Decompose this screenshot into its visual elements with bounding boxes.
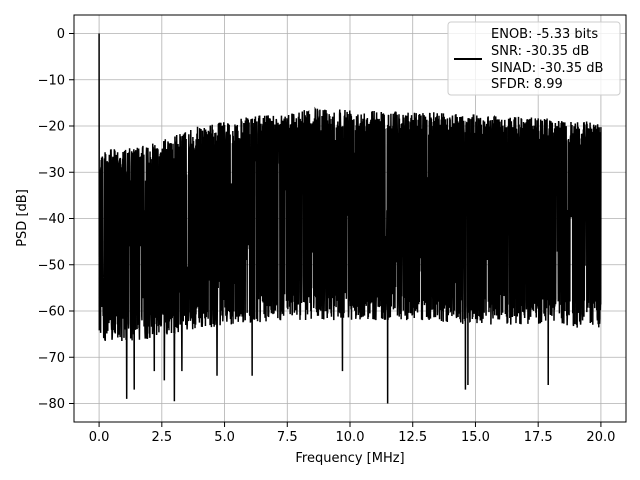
legend-snr: SNR: -30.35 dB	[491, 44, 589, 59]
x-tick-label: 2.5	[151, 430, 172, 445]
x-axis-label: Frequency [MHz]	[295, 451, 404, 466]
x-tick-label: 17.5	[524, 430, 553, 445]
y-tick-label: −70	[38, 351, 65, 366]
y-axis-label: PSD [dB]	[15, 189, 30, 247]
legend-sinad: SINAD: -30.35 dB	[491, 61, 603, 76]
legend-sfdr: SFDR: 8.99	[491, 77, 563, 92]
y-tick-label: 0	[57, 27, 65, 42]
y-tick-label: −30	[38, 166, 65, 181]
legend-box	[447, 21, 621, 96]
y-tick-label: −50	[38, 258, 65, 273]
x-tick-label: 7.5	[277, 430, 298, 445]
legend: ENOB: -5.33 bits SNR: -30.35 dB SINAD: -…	[447, 21, 621, 96]
y-tick-label: −20	[38, 120, 65, 135]
y-tick-label: −10	[38, 73, 65, 88]
x-tick-label: 5.0	[214, 430, 235, 445]
x-tick-label: 10.0	[336, 430, 365, 445]
legend-enob: ENOB: -5.33 bits	[491, 27, 598, 42]
x-tick-label: 20.0	[586, 430, 615, 445]
x-tick-label: 0.0	[89, 430, 110, 445]
psd-series	[98, 33, 602, 404]
psd-series-line	[98, 33, 602, 404]
y-tick-label: −60	[38, 305, 65, 320]
x-tick-label: 12.5	[398, 430, 427, 445]
x-tick-label: 15.0	[461, 430, 490, 445]
y-tick-label: −40	[38, 212, 65, 227]
y-tick-label: −80	[38, 397, 65, 412]
axis-ticks: 0.0 2.5 5.0 7.5 10.0 12.5 15.0 17.5 20.0 0 −10 −20 −…	[38, 27, 616, 445]
